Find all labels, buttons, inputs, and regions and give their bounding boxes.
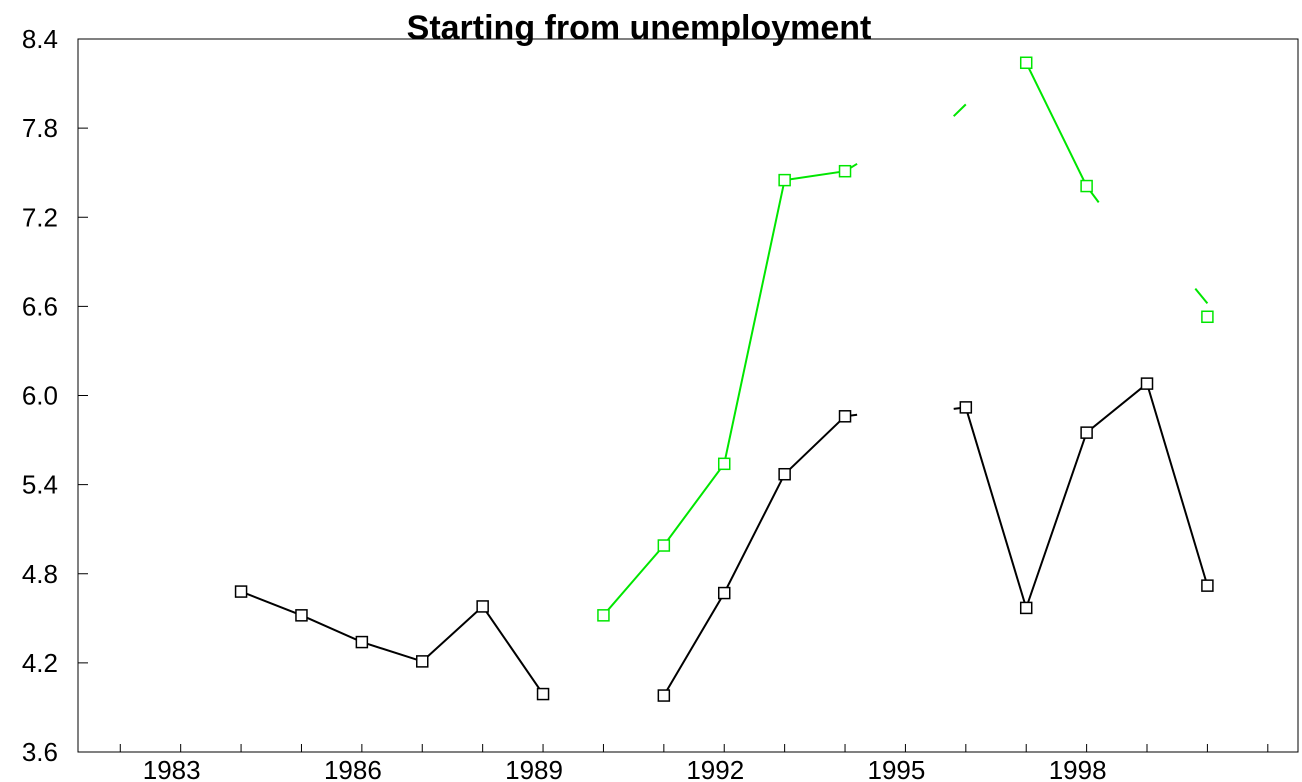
series-line-segment xyxy=(953,381,1209,612)
data-point-marker xyxy=(1140,377,1154,390)
data-point-marker xyxy=(838,410,852,423)
x-tick-label: 1995 xyxy=(868,755,926,782)
y-tick-label: 7.8 xyxy=(22,113,58,143)
series-line-segment xyxy=(953,103,967,117)
x-tick-label: 1986 xyxy=(324,755,382,782)
x-tick-label: 1989 xyxy=(505,755,563,782)
data-point-marker xyxy=(416,655,429,668)
data-point-marker xyxy=(838,164,852,178)
series-1 xyxy=(234,377,1214,702)
data-point-marker xyxy=(1019,601,1033,615)
plot-frame xyxy=(77,38,1299,753)
y-tick-label: 5.4 xyxy=(22,470,58,500)
series-line-segment xyxy=(240,590,544,695)
series-group xyxy=(234,56,1214,702)
x-tick-label: 1992 xyxy=(686,755,744,782)
tick-labels: 3.6 4.2 4.8 5.4 6.0 6.6 7.2 7.8 8.4 1983 1986 1989 1… xyxy=(22,24,1107,782)
data-point-marker xyxy=(657,689,671,702)
x-tick-label: 1998 xyxy=(1049,755,1107,782)
series-2 xyxy=(597,56,1214,622)
y-tick-label: 4.2 xyxy=(22,648,58,678)
axes xyxy=(77,38,1299,753)
data-point-marker xyxy=(355,635,369,649)
series-line-segment xyxy=(1194,287,1209,305)
data-point-marker xyxy=(778,467,791,481)
data-point-marker xyxy=(1080,426,1093,439)
y-tick-label: 4.8 xyxy=(22,559,58,589)
data-point-marker xyxy=(1080,179,1093,193)
y-tick-label: 8.4 xyxy=(22,24,58,54)
tick-marks xyxy=(78,38,1269,753)
y-tick-label: 6.0 xyxy=(22,381,58,411)
y-tick-label: 3.6 xyxy=(22,737,58,767)
data-point-marker xyxy=(778,173,791,187)
data-point-marker xyxy=(717,586,731,600)
data-point-marker xyxy=(476,600,489,613)
data-point-marker xyxy=(536,687,550,701)
data-point-marker xyxy=(295,609,308,622)
data-point-marker xyxy=(959,401,973,414)
series-line-segment xyxy=(662,413,858,697)
y-tick-label: 7.2 xyxy=(22,202,58,232)
data-point-marker xyxy=(717,457,731,471)
data-point-marker xyxy=(1019,56,1033,70)
series-line-segment xyxy=(602,162,858,616)
chart-title: Starting from unemployment xyxy=(407,9,872,47)
data-point-marker xyxy=(1201,310,1214,324)
data-point-marker xyxy=(234,585,248,598)
x-tick-label: 1983 xyxy=(143,755,201,782)
data-point-marker xyxy=(657,539,671,552)
y-tick-label: 6.6 xyxy=(22,291,58,321)
data-point-marker xyxy=(1201,579,1214,592)
data-point-marker xyxy=(597,609,610,622)
